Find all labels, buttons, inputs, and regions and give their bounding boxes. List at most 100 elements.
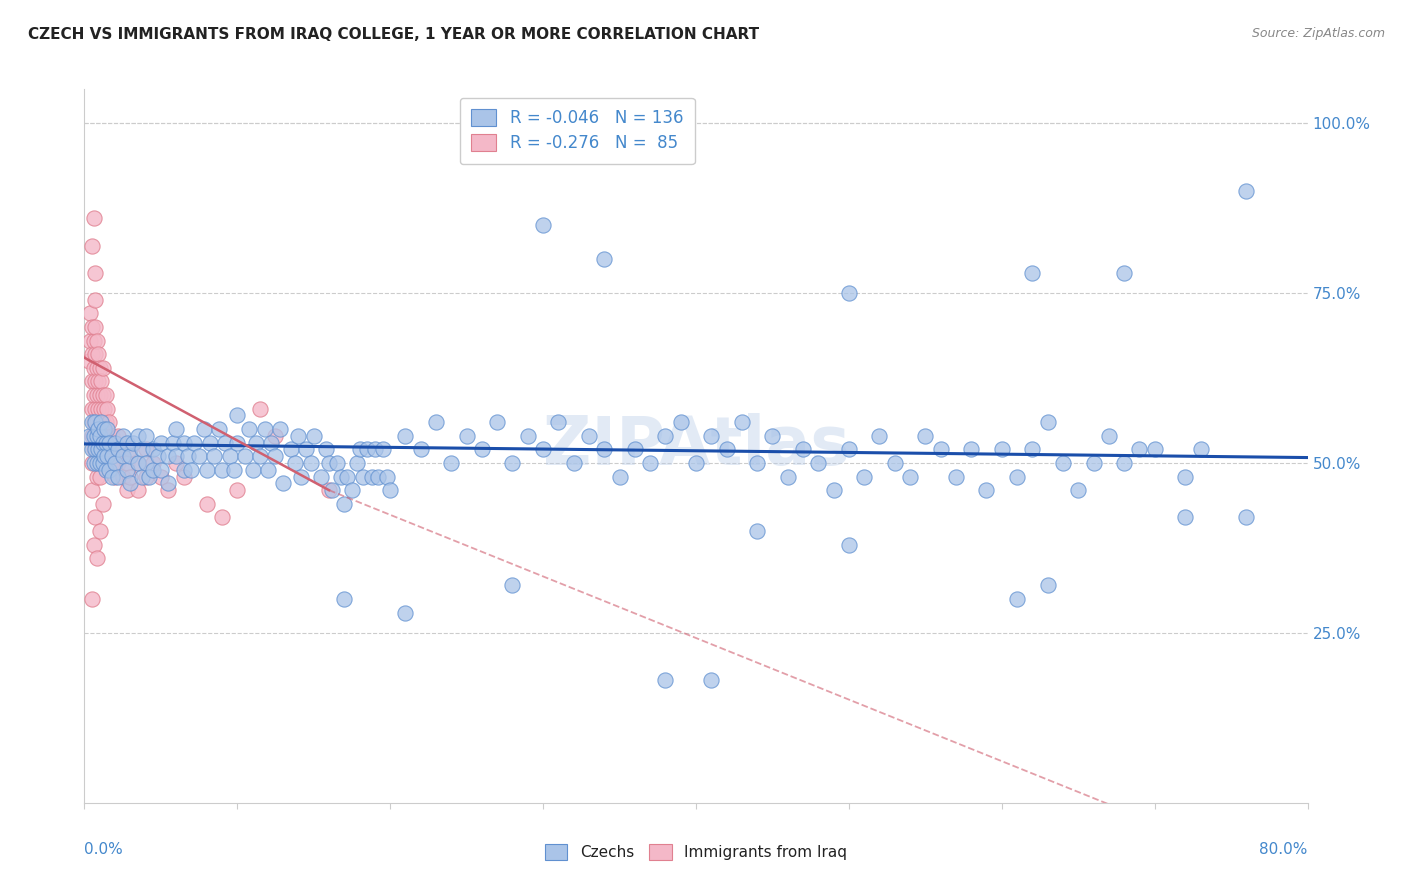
Point [91,456,114,470]
Text: CZECH VS IMMIGRANTS FROM IRAQ COLLEGE, 1 YEAR OR MORE CORRELATION CHART: CZECH VS IMMIGRANTS FROM IRAQ COLLEGE, 1… [28,27,759,42]
Point [107,429,129,443]
Point [299,456,322,470]
Point [131,442,153,457]
Point [364,442,387,457]
Point [853,469,876,483]
Point [340,483,363,498]
Point [333,497,356,511]
Point [700,429,723,443]
Point [638,456,661,470]
Point [84,401,107,416]
Point [792,442,814,457]
Point [1128,442,1150,457]
Point [84,510,107,524]
Point [122,435,145,450]
Point [127,429,149,443]
Point [747,456,769,470]
Point [120,476,142,491]
Point [1021,266,1043,280]
Point [838,286,860,301]
Point [86,415,108,429]
Point [264,449,287,463]
Point [380,483,402,498]
Point [80,442,103,457]
Point [80,415,103,429]
Point [869,429,891,443]
Point [371,442,394,457]
Point [120,442,142,457]
Point [776,469,799,483]
Point [311,469,333,483]
Point [1036,578,1059,592]
Point [1236,510,1258,524]
Point [80,591,103,606]
Point [91,435,114,450]
Point [86,388,108,402]
Point [409,442,432,457]
Point [249,401,271,416]
Point [86,334,108,348]
Point [173,435,195,450]
Point [807,456,830,470]
Point [456,429,478,443]
Point [1005,469,1028,483]
Point [162,435,184,450]
Point [1098,429,1121,443]
Point [502,578,524,592]
Point [149,463,172,477]
Point [115,456,138,470]
Point [960,442,983,457]
Point [280,442,302,457]
Point [1067,483,1090,498]
Point [157,476,180,491]
Point [84,375,107,389]
Point [346,456,368,470]
Point [440,456,463,470]
Point [321,483,343,498]
Point [211,463,233,477]
Legend: Czechs, Immigrants from Iraq: Czechs, Immigrants from Iraq [538,838,853,866]
Point [84,266,107,280]
Point [135,442,157,457]
Point [89,524,111,538]
Point [149,435,172,450]
Point [87,429,110,443]
Point [747,524,769,538]
Point [562,456,585,470]
Point [264,429,287,443]
Point [90,415,112,429]
Point [96,429,118,443]
Point [1236,184,1258,198]
Point [249,449,271,463]
Point [96,422,118,436]
Point [173,469,195,483]
Point [96,449,118,463]
Point [214,435,236,450]
Point [80,483,103,498]
Point [107,442,129,457]
Point [86,429,108,443]
Point [87,347,110,361]
Point [238,422,260,436]
Point [336,469,359,483]
Point [87,422,110,436]
Point [142,456,165,470]
Point [1052,456,1074,470]
Point [94,388,117,402]
Point [83,388,105,402]
Point [94,463,117,477]
Point [89,415,111,429]
Point [101,429,124,443]
Point [84,320,107,334]
Point [271,476,294,491]
Point [97,463,120,477]
Point [838,537,860,551]
Point [502,456,524,470]
Point [157,483,180,498]
Point [257,463,280,477]
Point [80,429,103,443]
Text: 80.0%: 80.0% [1260,842,1308,857]
Point [624,442,647,457]
Point [127,456,149,470]
Point [83,456,105,470]
